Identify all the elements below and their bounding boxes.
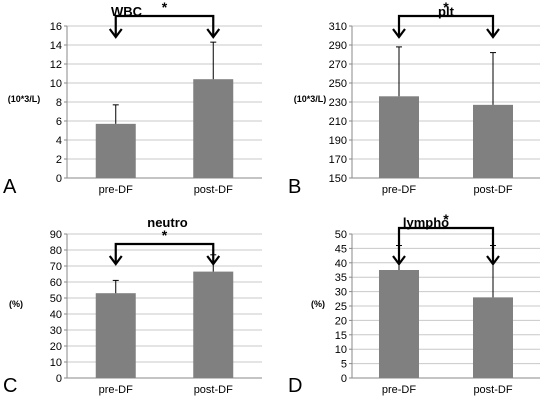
y-tick-label: 290 (329, 40, 347, 52)
y-tick-label: 60 (50, 277, 62, 289)
arrow-down-icon (108, 28, 123, 39)
significance-bracket (397, 14, 495, 37)
significance-marker: * (162, 227, 168, 243)
y-tick-label: 25 (335, 301, 347, 313)
y-axis-label: (10*3/L) (8, 94, 41, 104)
y-tick-label: 50 (335, 229, 347, 241)
arrow-down-icon (206, 255, 221, 266)
significance-bracket (397, 226, 495, 264)
bar-post-df (473, 104, 513, 178)
bar-post-df (193, 79, 234, 178)
x-tick-label: post-DF (194, 184, 233, 196)
y-tick-label: 70 (50, 261, 62, 273)
y-tick-label: 5 (341, 359, 347, 371)
x-tick-label: pre-DF (99, 384, 134, 396)
y-tick-label: 250 (329, 78, 347, 90)
y-tick-label: 90 (50, 229, 62, 241)
x-tick-label: pre-DF (382, 184, 417, 196)
y-tick-label: 210 (329, 116, 347, 128)
significance-bracket (114, 242, 215, 264)
arrow-down-icon (486, 255, 500, 266)
y-tick-label: 10 (50, 78, 62, 90)
y-tick-label: 0 (56, 173, 62, 185)
y-tick-label: 12 (50, 59, 62, 71)
y-tick-label: 40 (50, 309, 62, 321)
chart-panel-a: 0 2 4 6 8 10 12 14 16 pre-DF post-DF * WBC (10*3/L) A (3, 0, 262, 198)
significance-marker: * (162, 0, 168, 15)
y-tick-label: 4 (56, 135, 62, 147)
y-tick-label: 45 (335, 243, 347, 255)
panel-letter: A (3, 176, 17, 198)
x-tick-label: pre-DF (382, 384, 417, 396)
y-tick-label: 10 (335, 344, 347, 356)
y-tick-label: 150 (329, 173, 347, 185)
x-tick-label: post-DF (473, 184, 512, 196)
y-tick-label: 80 (50, 245, 62, 257)
chart-title: neutro (147, 215, 188, 230)
y-tick-label: 2 (56, 154, 62, 166)
y-tick-label: 6 (56, 116, 62, 128)
y-tick-label: 230 (329, 97, 347, 109)
y-tick-label: 14 (50, 40, 62, 52)
bar-pre-df (95, 123, 136, 178)
arrow-down-icon (108, 255, 123, 266)
y-tick-label: 30 (50, 325, 62, 337)
y-tick-label: 15 (335, 330, 347, 342)
y-tick-label: 16 (50, 21, 62, 33)
y-axis-label: (10*3/L) (294, 94, 327, 104)
y-tick-label: 310 (329, 21, 347, 33)
y-tick-label: 8 (56, 97, 62, 109)
y-axis-label: (%) (311, 299, 325, 309)
x-tick-label: pre-DF (99, 184, 134, 196)
y-tick-label: 10 (50, 357, 62, 369)
chart-panel-b: 150 170 190 210 230 250 270 290 310 pre-DF post-DF… (288, 0, 540, 198)
arrow-down-icon (392, 255, 406, 266)
x-tick-label: post-DF (194, 384, 233, 396)
panel-letter: B (288, 176, 301, 198)
bar-post-df (193, 271, 234, 378)
y-tick-label: 50 (50, 293, 62, 305)
chart-title: lympho (403, 215, 449, 230)
panel-letter: D (288, 375, 302, 397)
y-tick-label: 0 (56, 373, 62, 385)
significance-marker: * (443, 0, 449, 15)
panel-letter: C (3, 375, 17, 397)
bar-pre-df (379, 96, 419, 178)
arrow-down-icon (392, 28, 406, 39)
y-tick-label: 190 (329, 135, 347, 147)
y-tick-label: 270 (329, 59, 347, 71)
chart-title: plt (438, 4, 455, 19)
bar-pre-df (379, 270, 419, 378)
x-tick-label: post-DF (473, 384, 512, 396)
y-tick-label: 0 (341, 373, 347, 385)
chart-panel-d: 0 5 10 15 20 25 30 35 40 45 50 pre-DF post-DF *lympho… (288, 211, 540, 397)
bar-post-df (473, 297, 513, 378)
arrow-down-icon (486, 28, 500, 39)
arrow-down-icon (206, 28, 221, 39)
significance-bracket (114, 14, 215, 37)
chart-title: WBC (111, 4, 143, 19)
significance-marker: * (443, 211, 449, 227)
y-tick-label: 20 (50, 341, 62, 353)
chart-panel-c: 0 10 20 30 40 50 60 70 80 90 pre-DF post-DF *neutro (… (3, 215, 262, 397)
y-tick-label: 30 (335, 287, 347, 299)
y-tick-label: 170 (329, 154, 347, 166)
y-tick-label: 20 (335, 315, 347, 327)
y-tick-label: 35 (335, 272, 347, 284)
y-tick-label: 40 (335, 258, 347, 270)
y-axis-label: (%) (9, 299, 23, 309)
bar-pre-df (95, 293, 136, 378)
